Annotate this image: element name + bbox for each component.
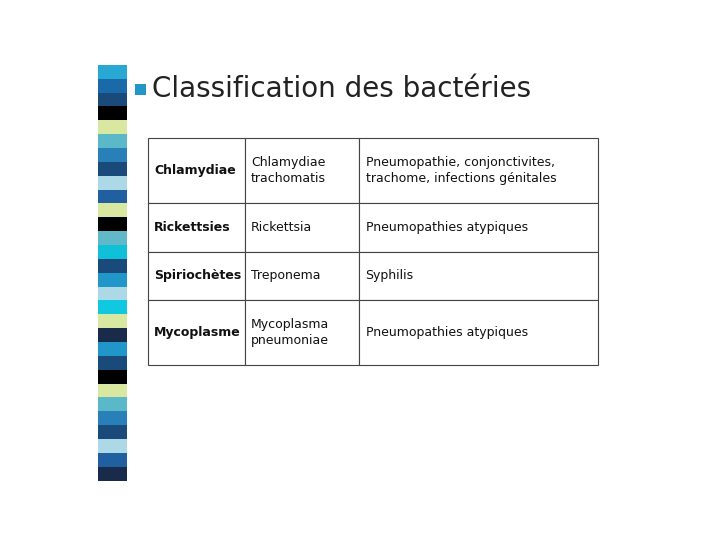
Text: Mycoplasma
pneumoniae: Mycoplasma pneumoniae bbox=[251, 318, 329, 347]
Bar bbox=[98, 65, 127, 79]
Bar bbox=[98, 425, 127, 439]
Bar bbox=[148, 252, 245, 300]
Bar bbox=[98, 273, 127, 287]
Bar bbox=[98, 245, 127, 259]
Bar bbox=[98, 467, 127, 481]
Text: Treponema: Treponema bbox=[251, 269, 320, 282]
Bar bbox=[98, 397, 127, 411]
Bar bbox=[98, 106, 127, 120]
Bar bbox=[359, 300, 598, 365]
Text: Rickettsia: Rickettsia bbox=[251, 221, 312, 234]
Bar bbox=[245, 252, 359, 300]
Bar bbox=[98, 342, 127, 356]
Bar bbox=[98, 134, 127, 148]
Bar bbox=[245, 300, 359, 365]
Bar bbox=[98, 190, 127, 204]
Bar bbox=[148, 300, 245, 365]
Bar bbox=[98, 217, 127, 231]
Bar bbox=[98, 328, 127, 342]
Bar bbox=[98, 439, 127, 453]
Text: Spiriochètes: Spiriochètes bbox=[154, 269, 242, 282]
Bar bbox=[359, 252, 598, 300]
Text: Pneumopathies atypiques: Pneumopathies atypiques bbox=[366, 221, 528, 234]
Bar bbox=[98, 231, 127, 245]
Bar bbox=[245, 138, 359, 203]
Bar bbox=[359, 203, 598, 252]
Bar bbox=[98, 120, 127, 134]
Bar bbox=[98, 287, 127, 300]
Text: Mycoplasme: Mycoplasme bbox=[154, 326, 241, 339]
Text: Chlamydiae: Chlamydiae bbox=[154, 164, 236, 177]
Bar bbox=[245, 203, 359, 252]
Bar bbox=[98, 204, 127, 217]
Bar bbox=[98, 176, 127, 190]
Text: Pneumopathies atypiques: Pneumopathies atypiques bbox=[366, 326, 528, 339]
Bar bbox=[98, 79, 127, 92]
Bar bbox=[359, 138, 598, 203]
Bar bbox=[98, 383, 127, 397]
Bar bbox=[98, 356, 127, 370]
Bar bbox=[98, 370, 127, 383]
Text: Classification des bactéries: Classification des bactéries bbox=[152, 76, 531, 104]
Bar bbox=[98, 300, 127, 314]
Bar bbox=[98, 259, 127, 273]
Bar bbox=[98, 148, 127, 162]
Text: Syphilis: Syphilis bbox=[366, 269, 414, 282]
Text: Rickettsies: Rickettsies bbox=[154, 221, 231, 234]
Bar bbox=[98, 162, 127, 176]
Bar bbox=[98, 314, 127, 328]
Bar bbox=[98, 411, 127, 425]
Bar bbox=[98, 92, 127, 106]
Bar bbox=[98, 453, 127, 467]
Text: Pneumopathie, conjonctivites,
trachome, infections génitales: Pneumopathie, conjonctivites, trachome, … bbox=[366, 156, 557, 185]
Bar bbox=[135, 84, 145, 95]
Bar bbox=[148, 138, 245, 203]
Text: Chlamydiae
trachomatis: Chlamydiae trachomatis bbox=[251, 156, 326, 185]
Bar bbox=[148, 203, 245, 252]
